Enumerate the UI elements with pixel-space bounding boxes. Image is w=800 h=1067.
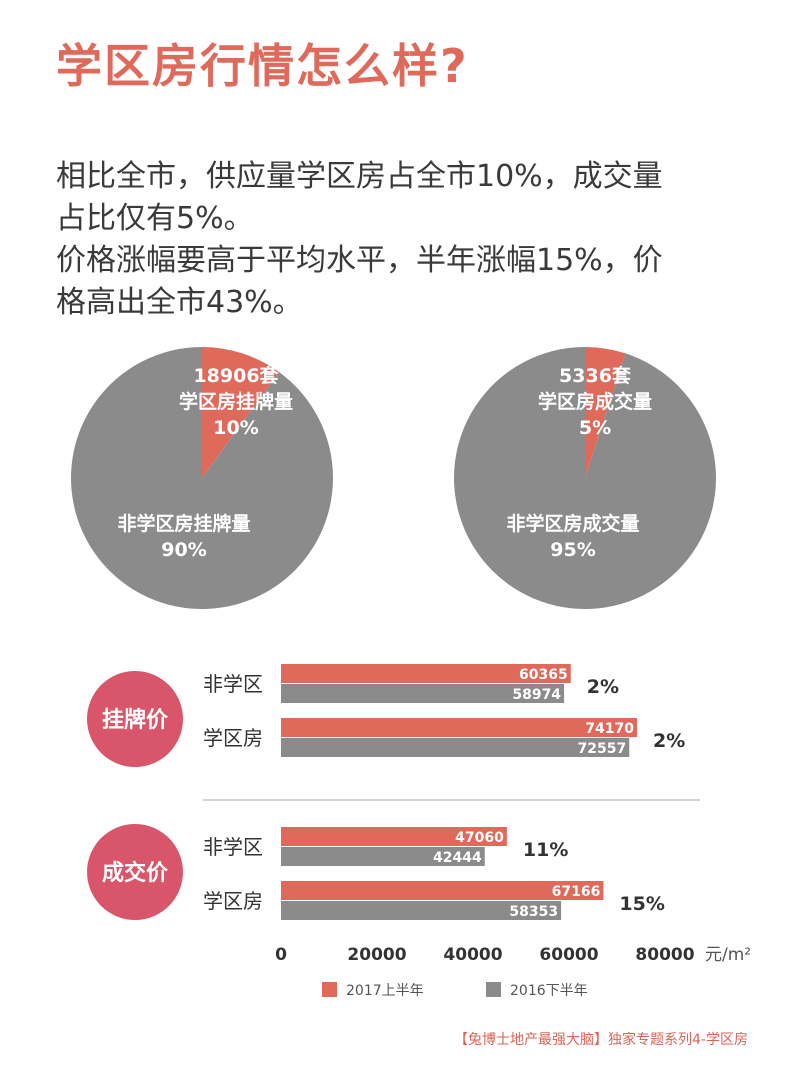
group-badge (87, 671, 183, 767)
pie-slice-label: 18906套 (193, 364, 279, 387)
legend-label: 2017上半年 (346, 983, 424, 999)
bar-value-label: 58353 (509, 904, 558, 920)
legend-swatch (486, 982, 501, 997)
bar (281, 664, 571, 683)
pie-slice-label: 学区房成交量 (538, 390, 652, 413)
x-axis-unit: 元/m² (705, 945, 751, 965)
summary-line: 价格涨幅要高于平均水平，半年涨幅15%，价 (56, 243, 663, 278)
pie-slice (453, 347, 716, 609)
group-badge-label: 成交价 (102, 860, 169, 886)
bar (281, 827, 507, 846)
bar-value-label: 60365 (519, 667, 568, 683)
bar-group-2: 成交价 非学区 47060 42444 11% 学区房 67166 58353 15% (87, 824, 665, 920)
bar-value-label: 47060 (455, 830, 504, 846)
footer-source: 【兔博士地产最强大脑】独家专题系列4-学区房 (454, 1032, 748, 1048)
legend-swatch (322, 982, 337, 997)
pie-slice-label: 非学区房挂牌量 (117, 512, 250, 535)
pie-slice (202, 347, 279, 478)
row-label: 非学区 (203, 672, 263, 696)
bar (281, 881, 604, 900)
growth-label: 2% (587, 676, 619, 698)
bar (281, 684, 565, 703)
bar (281, 718, 638, 737)
pie-slice-label: 5% (579, 417, 611, 439)
bar-value-label: 74170 (585, 721, 634, 737)
bar (281, 847, 485, 866)
bar-group-1: 挂牌价 非学区 60365 58974 2% 学区房 74170 72557 2% (87, 664, 685, 767)
pie-slice-label: 非学区房成交量 (506, 512, 639, 535)
summary-text: 相比全市，供应量学区房占全市10%，成交量 占比仅有5%。 价格涨幅要高于平均水… (56, 156, 756, 324)
group-badge (87, 824, 183, 920)
x-tick-label: 80000 (635, 945, 694, 965)
legend-label: 2016下半年 (510, 983, 588, 999)
bar-value-label: 72557 (578, 741, 627, 757)
bar (281, 738, 630, 757)
growth-label: 11% (523, 839, 568, 861)
summary-line: 占比仅有5%。 (56, 201, 254, 236)
x-tick-label: 20000 (347, 945, 406, 965)
group-badge-label: 挂牌价 (102, 707, 169, 733)
legend-item: 2016下半年 (486, 982, 588, 999)
x-tick-label: 40000 (443, 945, 502, 965)
pie-slice-label: 5336套 (559, 364, 632, 387)
bar-value-label: 42444 (433, 850, 482, 866)
growth-label: 15% (619, 893, 664, 915)
row-label: 非学区 (203, 835, 263, 859)
bar-value-label: 58974 (512, 687, 561, 703)
growth-label: 2% (653, 730, 685, 752)
pie-slice-label: 90% (161, 539, 206, 561)
pie-slice-label: 10% (213, 417, 258, 439)
pie-slice (70, 347, 333, 610)
pie-slice (585, 347, 626, 478)
row-label: 学区房 (203, 726, 263, 750)
summary-line: 相比全市，供应量学区房占全市10%，成交量 (56, 159, 663, 194)
x-tick-label: 0 (275, 945, 287, 965)
pie-slice-label: 学区房挂牌量 (179, 390, 293, 413)
legend-item: 2017上半年 (322, 982, 424, 999)
x-tick-label: 60000 (539, 945, 598, 965)
row-label: 学区房 (203, 889, 263, 913)
pie-slice-label: 95% (550, 539, 595, 561)
page-title: 学区房行情怎么样? (56, 39, 469, 93)
bar (281, 901, 562, 920)
bar-value-label: 67166 (552, 884, 601, 900)
summary-line: 格高出全市43%。 (56, 285, 303, 320)
